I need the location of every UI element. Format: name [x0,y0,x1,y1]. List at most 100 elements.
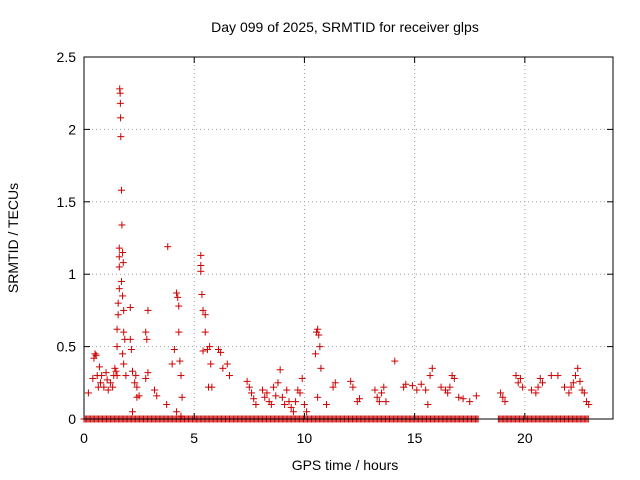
data-point [178,393,186,401]
data-point [380,383,388,391]
data-point [263,389,271,397]
data-point [303,408,311,416]
y-tick-label: 2 [68,121,76,137]
y-axis-label: SRMTID / TECUs [5,183,21,293]
data-point [547,372,555,380]
data-point [117,277,125,285]
data-point [100,383,108,391]
y-tick-label: 1 [68,266,76,282]
data-point [115,263,123,271]
data-point [426,372,434,380]
data-point [278,393,286,401]
data-point [413,386,421,394]
data-point [347,377,355,385]
data-point [296,389,304,397]
data-point [243,377,251,385]
data-point [446,383,454,391]
data-point [527,386,535,394]
data-point [201,328,209,336]
data-point [572,372,580,380]
data-point [519,383,527,391]
data-point [289,408,297,416]
data-point [118,221,126,229]
data-point [356,395,364,403]
grid-layer [84,57,613,419]
data-point [331,379,339,387]
data-point [119,292,127,300]
y-tick-label: 0 [68,411,76,427]
plot-frame [83,56,614,420]
data-point [151,386,159,394]
data-point [106,379,114,387]
data-point [109,383,117,391]
data-point [117,133,125,141]
data-point [569,379,577,387]
data-point [574,364,582,372]
data-point [248,389,256,397]
data-point [270,383,278,391]
data-point [561,383,569,391]
data-point [314,325,322,333]
x-tick-label: 5 [190,430,198,446]
data-point [115,244,123,252]
data-point [576,377,584,385]
data-point [391,357,399,365]
data-point [144,369,152,377]
data-point [250,395,258,403]
data-point [565,389,573,397]
data-point [459,395,467,403]
data-point [417,380,425,388]
data-point [119,259,127,267]
data-point [207,360,215,368]
data-point [534,383,542,391]
data-point [153,392,161,400]
data-point [98,372,106,380]
data-point [116,99,124,107]
data-point [424,401,432,409]
data-point [408,382,416,390]
data-point [119,350,127,358]
data-point [103,376,111,384]
data-point [554,372,562,380]
data-point [112,367,120,375]
x-axis-label: GPS time / hours [292,457,399,473]
data-point [197,251,205,259]
data-point [91,350,99,358]
data-point [120,360,128,368]
data-point [126,304,134,312]
data-point [143,335,151,343]
data-point [300,401,308,409]
data-point [472,392,480,400]
data-point [173,408,181,416]
data-point [176,357,184,365]
data-point [382,398,390,406]
data-point [84,389,92,397]
y-tick-label: 0.5 [57,339,77,355]
data-point [122,372,130,380]
data-point [115,253,123,261]
data-point [497,389,505,397]
data-point [287,403,295,411]
data-point [219,364,227,372]
data-point [292,398,300,406]
data-point [113,372,121,380]
data-point [514,379,522,387]
data-point [206,343,214,351]
data-point [261,393,269,401]
data-point [116,89,124,97]
data-point [92,351,100,359]
data-point [198,290,206,298]
data-point [283,386,291,394]
data-point [428,364,436,372]
data-point [113,343,121,351]
data-point [164,243,172,251]
data-point [329,383,337,391]
data-point [142,374,150,382]
x-tick-label: 15 [407,430,423,446]
x-tick-label: 10 [297,430,313,446]
data-point [197,267,205,275]
data-point [174,293,182,301]
data-point [173,289,181,297]
